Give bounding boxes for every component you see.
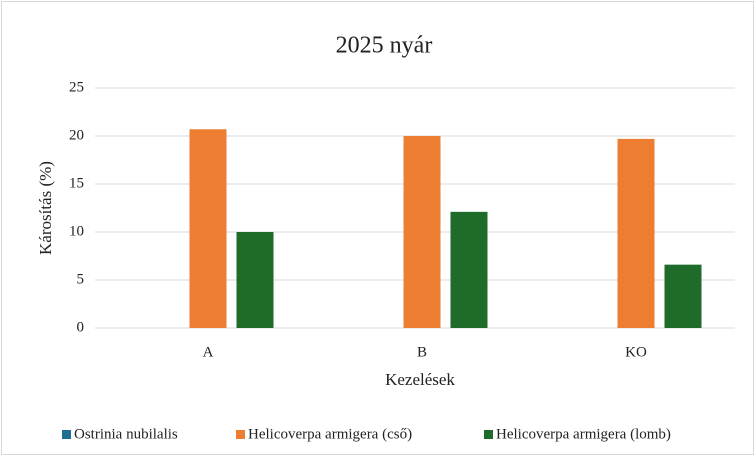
bar	[450, 211, 488, 328]
legend-swatch	[484, 430, 493, 439]
y-tick-label: 15	[69, 175, 84, 191]
x-tick-label: KO	[625, 344, 647, 360]
x-tick-label: A	[203, 344, 214, 360]
bar	[617, 138, 655, 328]
bar	[403, 136, 441, 328]
y-tick-label: 25	[69, 79, 84, 95]
y-tick-label: 10	[69, 223, 84, 239]
legend-label: Helicoverpa armigera (lomb)	[496, 426, 671, 442]
legend-swatch	[236, 430, 245, 439]
bar	[236, 232, 274, 328]
legend-label: Ostrinia nubilalis	[74, 426, 178, 442]
y-tick-label: 20	[69, 127, 84, 143]
bar	[189, 129, 227, 328]
y-tick-label: 0	[77, 319, 85, 335]
bar	[664, 264, 702, 328]
y-axis-title: Károsítás (%)	[36, 161, 55, 255]
chart-title: 2025 nyár	[336, 33, 433, 59]
y-tick-label: 5	[77, 271, 85, 287]
legend-swatch	[62, 430, 71, 439]
x-axis-title: Kezelések	[385, 370, 455, 389]
x-tick-label: B	[417, 344, 427, 360]
legend-label: Helicoverpa armigera (cső)	[248, 426, 412, 442]
